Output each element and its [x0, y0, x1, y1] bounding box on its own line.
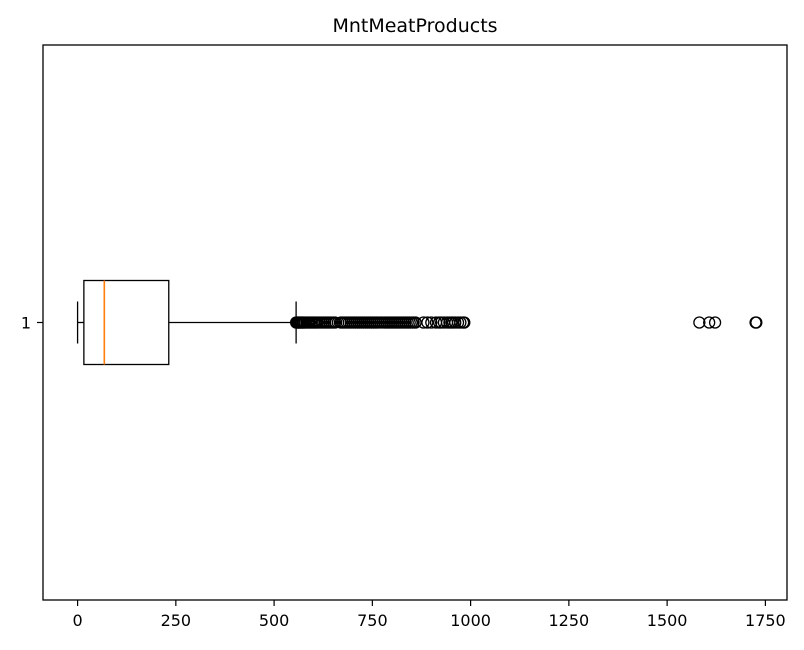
outlier-point [409, 316, 422, 329]
outlier-group [289, 316, 763, 329]
x-tick-label: 500 [259, 611, 290, 630]
x-tick-label: 1750 [745, 611, 786, 630]
outlier-point [425, 316, 438, 329]
outlier-point [703, 316, 716, 329]
outlier-point [421, 316, 434, 329]
outlier-point [693, 316, 706, 329]
axes-ticks: 0 250 500 750 1000 1250 1500 1750 1 [21, 314, 786, 631]
x-tick-label: 0 [72, 611, 82, 630]
x-tick-label: 1250 [549, 611, 590, 630]
outlier-point [708, 316, 722, 329]
x-tick-label: 750 [357, 611, 388, 630]
y-tick-label: 1 [21, 314, 31, 333]
chart-title: MntMeatProducts [332, 15, 497, 37]
outlier-point [328, 316, 342, 329]
x-tick-label: 1000 [450, 611, 491, 630]
x-tick-label: 250 [161, 611, 192, 630]
outlier-point [458, 316, 471, 329]
x-tick-label: 1500 [647, 611, 688, 630]
outlier-point [417, 316, 430, 329]
iqr-box [83, 279, 170, 366]
plot-frame [42, 44, 788, 601]
box-group [76, 279, 297, 366]
outlier-point [750, 316, 763, 329]
